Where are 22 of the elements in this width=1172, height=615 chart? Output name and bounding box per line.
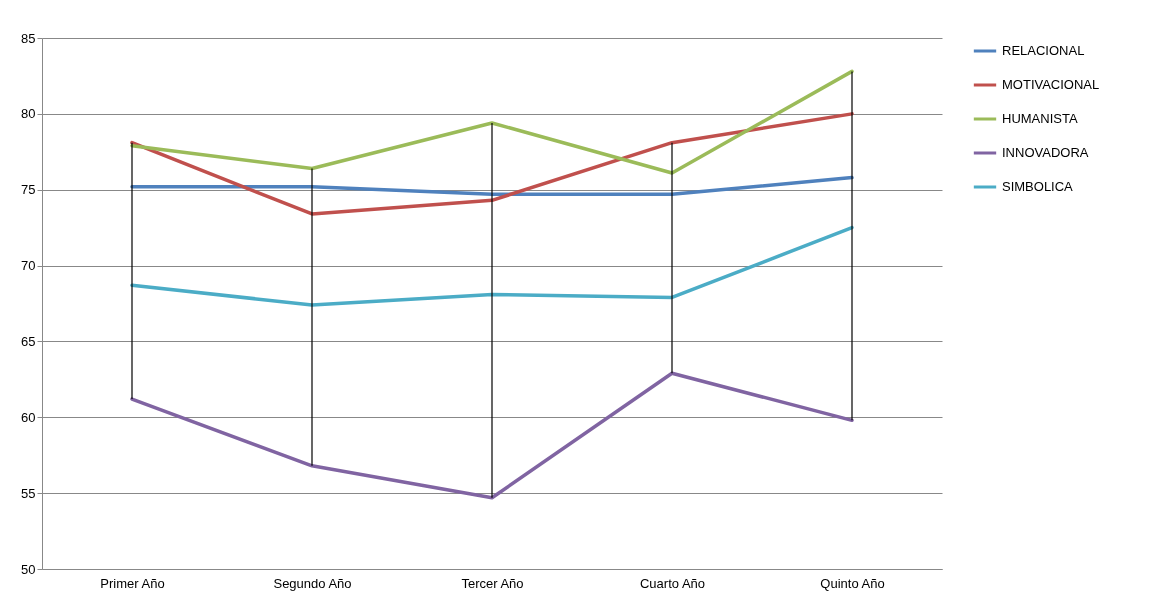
legend-label: MOTIVACIONAL [1002,77,1100,92]
y-tick-label: 75 [21,182,36,198]
line-series [130,225,854,307]
y-tick-label: 60 [21,409,36,425]
line-series [130,371,854,500]
x-tick-label: Primer Año [100,575,165,591]
line-series [130,112,854,216]
x-tick-label: Cuarto Año [639,575,706,591]
y-tick-label: 80 [21,106,36,122]
x-tick-label: Tercer Año [461,575,524,591]
legend-label: RELACIONAL [1002,43,1085,58]
y-tick-label: 70 [21,258,36,274]
x-tick-label: Segundo Año [273,575,352,591]
legend-label: HUMANISTA [1002,111,1078,126]
line-series [130,69,854,175]
y-tick-label: 50 [21,561,36,577]
legend-label: SIMBOLICA [1002,179,1074,194]
y-tick-label: 55 [21,485,36,501]
legend-label: INNOVADORA [1002,145,1089,160]
y-tick-label: 85 [21,30,36,46]
x-tick-label: Quinto Año [820,575,885,591]
y-tick-label: 65 [21,333,36,349]
